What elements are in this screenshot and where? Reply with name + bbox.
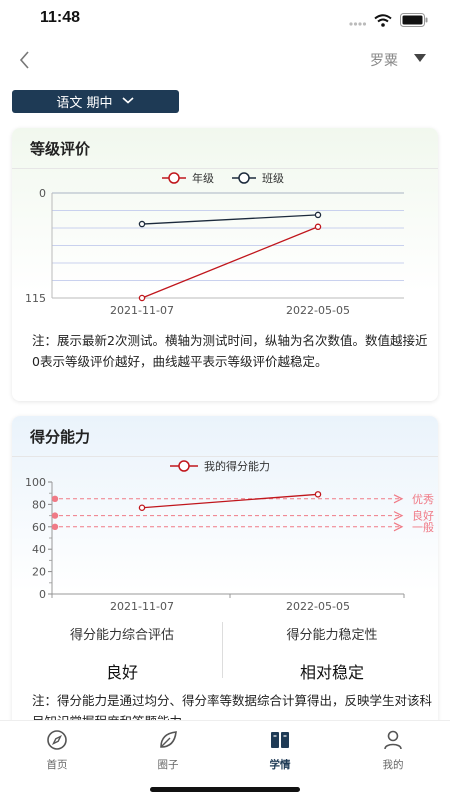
reference-start-dot	[51, 495, 59, 502]
tab-home-label: 首页	[46, 759, 68, 771]
y-tick-label: 115	[25, 292, 46, 305]
series-line	[141, 214, 319, 225]
x-tick-label: 2022-05-05	[286, 600, 350, 613]
reference-start-dot	[51, 523, 59, 530]
reference-arrowhead	[393, 522, 404, 532]
battery-icon	[400, 12, 428, 31]
tab-study-label: 学情	[269, 759, 291, 771]
tab-circle-label: 圈子	[157, 759, 179, 771]
stability-evaluation-title: 得分能力稳定性	[286, 628, 378, 643]
x-tick-label: 2022-05-05	[286, 304, 350, 317]
card-title: 得分能力	[30, 428, 91, 446]
data-point	[314, 223, 322, 231]
y-tick-label: 40	[32, 543, 46, 556]
data-point	[314, 211, 322, 219]
y-tick-label: 0	[39, 187, 46, 200]
person-icon	[382, 730, 404, 755]
home-indicator	[150, 787, 300, 792]
grade-evaluation-card: 等级评价 0 115 2021-11-07 2022-05-05 年级 班级 注：展示最新…	[12, 128, 438, 401]
data-point	[138, 220, 146, 228]
x-tick-label: 2021-11-07	[110, 600, 174, 613]
signal-icon	[348, 12, 367, 31]
grade-note: 注：展示最新2次测试。横轴为测试时间，纵轴为名次数值。数值越接近0表示等级评价越…	[32, 333, 428, 369]
divider	[12, 456, 438, 457]
y-tick-label: 0	[39, 588, 46, 601]
subject-selector[interactable]: 语文 期中	[12, 90, 179, 113]
tab-mine-label: 我的	[382, 759, 404, 771]
user-name[interactable]: 罗粟	[370, 53, 398, 69]
series-line	[141, 493, 319, 509]
y-tick-label: 20	[32, 566, 46, 579]
evaluation-separator	[222, 622, 223, 678]
legend-label: 年级	[192, 171, 214, 185]
legend-marker	[168, 172, 180, 184]
data-point	[138, 294, 146, 302]
divider	[12, 168, 438, 169]
reference-label: 良好	[412, 509, 434, 523]
stability-evaluation-value: 相对稳定	[299, 663, 364, 682]
tab-home[interactable]: 首页	[17, 729, 97, 772]
book-icon	[269, 732, 291, 755]
overall-evaluation-value: 良好	[105, 663, 138, 682]
overall-evaluation-title: 得分能力综合评估	[69, 628, 174, 643]
legend-label: 班级	[262, 172, 284, 185]
chevron-down-icon	[121, 94, 135, 109]
x-tick-label: 2021-11-07	[110, 304, 174, 317]
data-point	[138, 504, 146, 512]
legend-marker	[178, 460, 190, 472]
leaf-icon	[157, 731, 179, 755]
scoring-ability-card: 得分能力 0 20 40 60 80 100 2021-11-07 2022-05-05 优秀良…	[12, 416, 438, 736]
tab-mine[interactable]: 我的	[353, 729, 433, 772]
bottom-tab-bar: 首页 圈子 学情 我的	[0, 720, 450, 800]
subject-selector-label: 语文 期中	[56, 96, 113, 111]
status-icons	[348, 12, 428, 31]
y-tick-label: 100	[25, 476, 46, 489]
legend-marker	[238, 172, 250, 184]
caret-down-icon[interactable]	[414, 54, 426, 62]
legend-label: 我的得分能力	[204, 459, 270, 473]
reference-label: 优秀	[412, 493, 434, 506]
status-bar: 11:48	[0, 0, 450, 40]
grade-rank-chart: 0 115 2021-11-07 2022-05-05 年级 班级	[25, 171, 404, 317]
reference-arrowhead	[393, 494, 404, 504]
card-title: 等级评价	[30, 140, 91, 158]
overall-evaluation: 得分能力综合评估 良好	[22, 624, 222, 683]
nav-bar: 罗粟	[0, 40, 450, 85]
tab-study[interactable]: 学情	[240, 729, 320, 772]
wifi-icon	[374, 12, 392, 31]
tab-circle[interactable]: 圈子	[128, 729, 208, 772]
stability-evaluation: 得分能力稳定性 相对稳定	[232, 624, 432, 683]
reference-arrowhead	[393, 511, 404, 521]
y-tick-label: 60	[32, 521, 46, 534]
data-point	[314, 491, 322, 498]
y-tick-label: 80	[32, 498, 46, 511]
reference-label: 一般	[412, 521, 434, 534]
back-icon[interactable]	[14, 48, 38, 72]
status-time: 11:48	[40, 9, 81, 26]
series-line	[141, 226, 319, 299]
compass-icon	[46, 730, 68, 755]
reference-start-dot	[51, 512, 59, 519]
